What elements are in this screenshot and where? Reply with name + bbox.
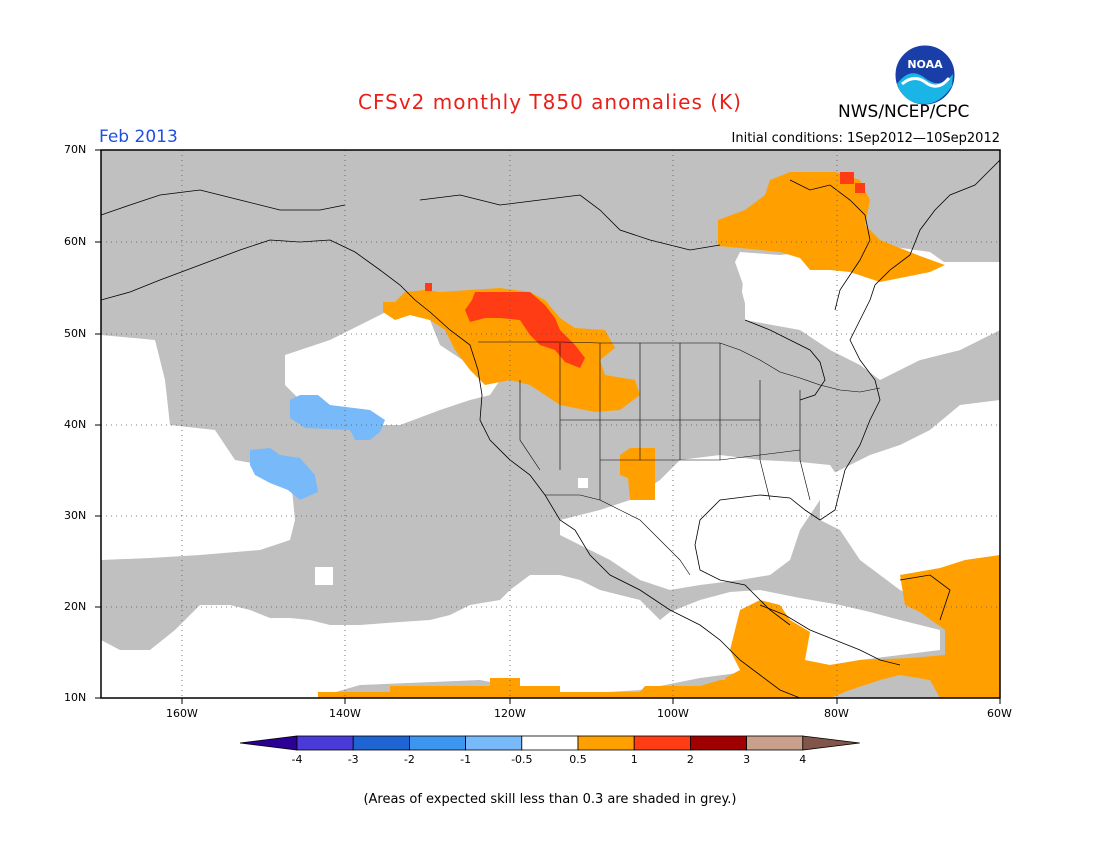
colorbar-label: -1 [460, 753, 472, 766]
colorbar-label: -0.5 [511, 753, 533, 766]
colorbar-segment [633, 735, 691, 751]
colorbar-segment [521, 735, 579, 751]
colorbar-segment [746, 735, 804, 751]
lon-label-140w: 140W [329, 707, 361, 720]
forecast-period: Feb 2013 [99, 127, 178, 147]
colorbar-label: 2 [686, 753, 694, 766]
map-title: CFSv2 monthly T850 anomalies (K) [358, 90, 742, 114]
lon-label-80w: 80W [824, 707, 849, 720]
colorbar-arrow-low [239, 735, 298, 751]
lat-label-60n: 60N [64, 235, 87, 248]
colorbar-segment [577, 735, 635, 751]
negative-anomaly-area [250, 395, 385, 500]
colorbar-arrow-high [802, 735, 860, 751]
lon-label-100w: 100W [657, 707, 689, 720]
noaa-logo: NOAA [894, 44, 956, 106]
colorbar-segment [408, 735, 466, 751]
coastlines [101, 159, 1000, 698]
lon-label-60w: 60W [987, 707, 1012, 720]
lat-label-50n: 50N [64, 327, 87, 340]
lat-label-70n: 70N [64, 143, 87, 156]
organization-label: NWS/NCEP/CPC [838, 102, 970, 122]
colorbar-segment [352, 735, 410, 751]
lon-label-160w: 160W [166, 707, 198, 720]
colorbar-label: -2 [403, 753, 415, 766]
colorbar-label: 0.5 [569, 753, 587, 766]
initial-conditions: Initial conditions: 1Sep2012—10Sep2012 [731, 131, 1000, 146]
lat-label-30n: 30N [64, 509, 87, 522]
logo-text: NOAA [907, 58, 943, 71]
colorbar-segment [296, 735, 354, 751]
political-borders [478, 341, 881, 576]
axis-ticks [95, 149, 1001, 704]
positive-anomaly-orange [318, 172, 1000, 698]
map-frame [100, 149, 1001, 699]
colorbar-segment [690, 735, 748, 751]
lat-label-20n: 20N [64, 600, 87, 613]
footnote: (Areas of expected skill less than 0.3 a… [363, 792, 737, 807]
no-signal-white-areas [101, 255, 1000, 698]
lat-label-10n: 10N [64, 691, 87, 704]
colorbar-label: -3 [347, 753, 359, 766]
colorbar-label: 1 [630, 753, 638, 766]
lon-label-120w: 120W [494, 707, 526, 720]
lat-label-40n: 40N [64, 418, 87, 431]
colorbar-label: -4 [291, 753, 303, 766]
colorbar-label: 3 [743, 753, 751, 766]
colorbar-label: 4 [799, 753, 807, 766]
positive-anomaly-red [425, 172, 865, 368]
colorbar-segment [465, 735, 523, 751]
